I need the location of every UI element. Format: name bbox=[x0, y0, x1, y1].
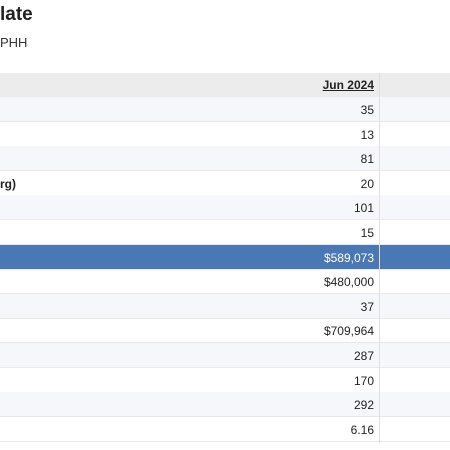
column-header[interactable]: Jun 2024 bbox=[322, 78, 374, 92]
table-row: $709,964 bbox=[0, 318, 450, 344]
table-row: 6.16 bbox=[0, 417, 450, 442]
cell-value: $589,073 bbox=[323, 250, 374, 265]
table-row: 287 bbox=[0, 343, 450, 368]
cell-value: 13 bbox=[360, 127, 374, 142]
cell-value: 292 bbox=[353, 398, 374, 413]
cell-value: $480,000 bbox=[323, 275, 374, 290]
table-row: 81 bbox=[0, 146, 450, 172]
table-row: $589,073 bbox=[0, 244, 450, 270]
table-row: 101 bbox=[0, 195, 450, 221]
page-title: late bbox=[0, 4, 33, 25]
table-header bbox=[0, 73, 450, 98]
page-subtitle: PHH bbox=[0, 35, 28, 50]
cell-value: 287 bbox=[353, 349, 374, 363]
table-row: $480,000 bbox=[0, 269, 450, 295]
cell-value: 20 bbox=[360, 176, 374, 191]
cell-value: 101 bbox=[353, 201, 374, 216]
cell-value: 170 bbox=[353, 373, 374, 388]
cell-value: 37 bbox=[360, 299, 374, 314]
row-label: rg) bbox=[0, 176, 16, 191]
column-divider bbox=[379, 73, 380, 443]
cell-value: 81 bbox=[360, 152, 374, 167]
cell-value: 15 bbox=[360, 226, 374, 240]
table-row: 292 bbox=[0, 392, 450, 418]
cell-value: $709,964 bbox=[323, 324, 374, 339]
table-row: 37 bbox=[0, 293, 450, 319]
table-row: 35 bbox=[0, 97, 450, 122]
cell-value: 6.16 bbox=[350, 422, 374, 437]
table-row: rg) 20 bbox=[0, 171, 450, 196]
table-row: 13 bbox=[0, 122, 450, 147]
table-row: 170 bbox=[0, 368, 450, 393]
table-row: 15 bbox=[0, 220, 450, 245]
cell-value: 35 bbox=[360, 103, 374, 117]
